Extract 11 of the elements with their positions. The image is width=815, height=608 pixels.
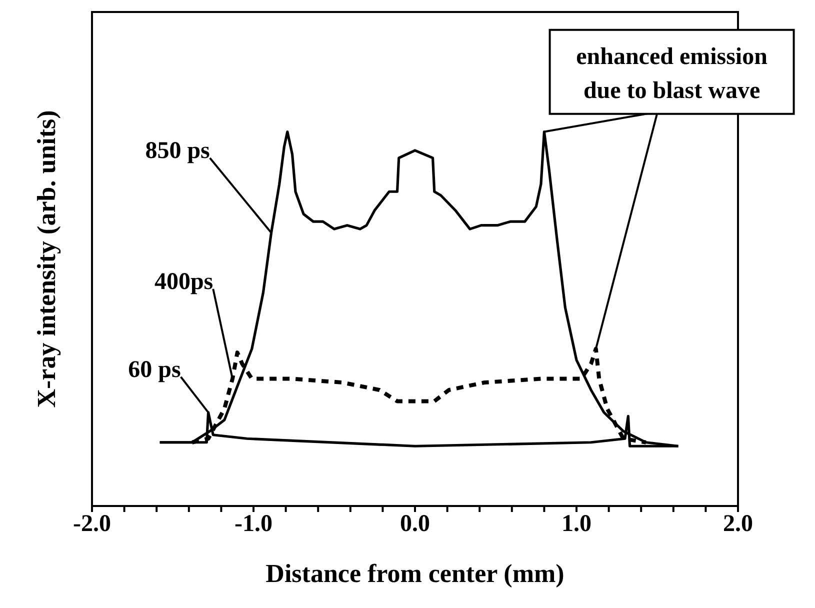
text: 850 ps	[145, 138, 210, 164]
text: enhanced emission due to blast wave	[576, 44, 768, 104]
x-tick-label: 0.0	[400, 511, 430, 538]
x-tick-label: -1.0	[234, 511, 272, 538]
series-label: 60 ps	[128, 356, 181, 383]
x-axis-title: Distance from center (mm)	[266, 559, 564, 588]
x-tick-label: 1.0	[562, 511, 592, 538]
x-tick-label: 2.0	[723, 511, 753, 538]
text: 400ps	[154, 268, 214, 295]
y-axis-title: X-ray intensity (arb. units)	[32, 110, 62, 408]
x-tick-label: -2.0	[73, 511, 111, 538]
